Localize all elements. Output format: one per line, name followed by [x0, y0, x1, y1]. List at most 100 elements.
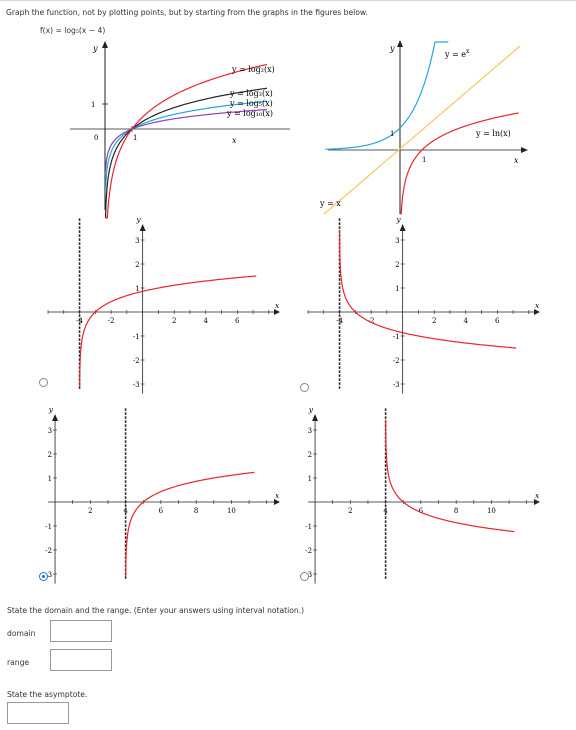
domain-label: domain — [7, 629, 36, 638]
x-tick-label: -2 — [108, 317, 115, 325]
y-axis-arrow — [397, 40, 403, 47]
option-curve — [125, 471, 255, 577]
x-tick-label: 2 — [88, 507, 92, 515]
instruction-text: Graph the function, not by plotting poin… — [6, 8, 368, 17]
y-tick-label: 2 — [308, 451, 312, 459]
label-log2: y = log₂(x) — [231, 65, 275, 74]
y-tick-label: 3 — [48, 427, 52, 435]
curve-exp — [325, 41, 449, 150]
axis-x-label: x — [275, 301, 280, 310]
curve-ln — [400, 112, 519, 215]
y-tick-label: 1 — [395, 285, 399, 293]
axis-x-label: x — [535, 301, 540, 310]
axis-x-label: x — [275, 491, 280, 500]
option-radio-3[interactable] — [39, 572, 48, 581]
axis-y-label: y — [395, 215, 401, 224]
axis-y-label: y — [135, 215, 141, 224]
y-tick-label: -2 — [133, 357, 140, 365]
y-tick-label: -2 — [393, 357, 400, 365]
label-log3: y = log₃(x) — [229, 89, 273, 98]
x-tick-label: -4 — [76, 317, 83, 325]
y-axis-arrow — [102, 41, 108, 48]
x-tick-label: -2 — [368, 317, 375, 325]
curve-log5 — [104, 100, 268, 190]
option-curve — [79, 275, 257, 387]
x-tick-label: -4 — [336, 317, 343, 325]
curve-log10 — [104, 108, 268, 172]
reference-graph-log-family: y 1 0 1 x y = log₂(x) y = log₃(x) y = lo… — [70, 41, 290, 219]
y-tick-label: -3 — [45, 571, 52, 579]
curve-log2 — [105, 63, 268, 219]
axis-y-label: y — [48, 405, 54, 414]
y-tick-label: 1 — [308, 475, 312, 483]
y-tick-label: -2 — [305, 547, 312, 555]
label-identity: y = x — [319, 199, 341, 208]
x-tick-label: 2 — [172, 317, 176, 325]
option-graph-1: -4 -2 2 4 6 3 2 1 -1 -2 -3 x y — [47, 215, 280, 394]
y-tick-label: -3 — [133, 381, 140, 389]
option-graph-2: -4 -2 2 4 6 3 2 1 -1 -2 -3 x y — [307, 215, 540, 394]
x-tick-label: 2 — [432, 317, 436, 325]
origin-label: 0 — [94, 134, 98, 142]
top-divider — [0, 0, 576, 1]
axis-y-label: y — [389, 44, 395, 53]
y-axis-arrow — [399, 224, 406, 231]
x-tick-label: 8 — [194, 507, 198, 515]
y-axis-arrow — [139, 224, 146, 231]
label-log5: y = log₅(x) — [229, 99, 273, 108]
label-exp: y = ex — [444, 48, 470, 59]
axis-x-label: x — [535, 491, 540, 500]
y-tick-label: 3 — [135, 237, 139, 245]
x-axis-arrow — [534, 499, 540, 505]
asymptote-input[interactable] — [7, 702, 69, 724]
option-radio-4[interactable] — [300, 572, 309, 581]
y-tick-label: 2 — [48, 451, 52, 459]
asymptote-prompt: State the asymptote. — [7, 690, 88, 699]
x-axis-arrow — [521, 147, 528, 153]
option-radio-1[interactable] — [39, 378, 48, 387]
identity-line — [323, 45, 521, 215]
x-tick-label: 4 — [464, 317, 469, 325]
x-axis-arrow — [534, 309, 540, 315]
y-tick-label: -1 — [305, 523, 312, 531]
tick-x-label: 1 — [133, 134, 137, 142]
y-tick-label: -3 — [393, 381, 400, 389]
x-axis-arrow — [274, 309, 280, 315]
range-label: range — [7, 658, 30, 667]
axis-y-label: y — [308, 405, 314, 414]
domain-range-prompt: State the domain and the range. (Enter y… — [7, 606, 305, 615]
tick-y-label: 1 — [390, 130, 394, 138]
x-tick-label: 6 — [235, 317, 240, 325]
x-axis-arrow — [274, 499, 280, 505]
curve-log3 — [104, 87, 268, 218]
y-axis-arrow — [52, 414, 59, 421]
tick-y-label: 1 — [91, 101, 95, 109]
axis-x-label: x — [232, 136, 237, 145]
y-tick-label: 1 — [48, 475, 52, 483]
reference-graph-exp-ln: y 1 1 x y = ex y = ln(x) y = x — [319, 40, 528, 215]
y-tick-label: 2 — [135, 261, 139, 269]
domain-input[interactable] — [50, 620, 112, 642]
x-tick-label: 4 — [383, 507, 388, 515]
x-tick-label: 8 — [454, 507, 458, 515]
y-tick-label: 3 — [395, 237, 399, 245]
label-ln: y = ln(x) — [475, 129, 511, 138]
x-tick-label: 10 — [487, 507, 496, 515]
label-log10: y = log₁₀(x) — [226, 109, 273, 118]
y-tick-label: -1 — [393, 333, 400, 341]
x-tick-label: 6 — [159, 507, 164, 515]
y-axis-arrow — [312, 414, 319, 421]
option-graph-3: 2 4 6 8 10 3 2 1 -1 -2 -3 x y — [45, 405, 280, 584]
option-curve — [385, 419, 515, 533]
range-input[interactable] — [50, 649, 112, 671]
axis-y-label: y — [92, 44, 98, 53]
option-radio-2[interactable] — [300, 383, 309, 392]
x-tick-label: 6 — [419, 507, 424, 515]
axis-x-label: x — [514, 156, 519, 165]
tick-x-label: 1 — [422, 156, 426, 164]
y-tick-label: 3 — [308, 427, 312, 435]
function-text: f(x) = log₅(x − 4) — [40, 26, 106, 35]
x-tick-label: 6 — [495, 317, 500, 325]
y-tick-label: -1 — [45, 523, 52, 531]
